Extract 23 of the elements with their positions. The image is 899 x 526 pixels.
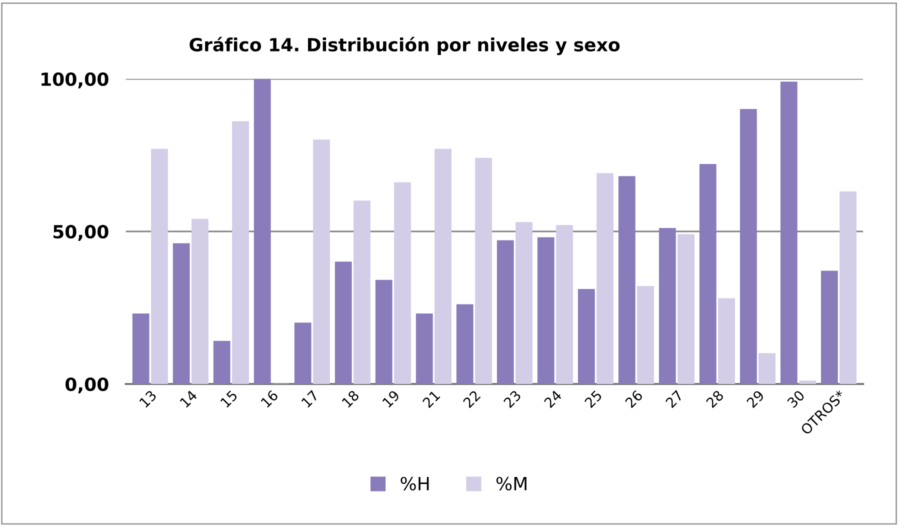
- legend-label: %H: [400, 476, 429, 490]
- x-tick-label: 18: [341, 390, 360, 408]
- x-tick-label: 17: [301, 390, 319, 408]
- x-tick-label: 14: [180, 390, 198, 408]
- x-tick-label: 21: [422, 390, 440, 408]
- x-tick-label: 13: [138, 390, 157, 408]
- x-tick-label: 27: [665, 390, 684, 408]
- x-tick-label: 19: [382, 390, 400, 408]
- y-tick-label: 100,00: [42, 72, 108, 88]
- x-tick-label: 30: [786, 390, 806, 408]
- x-tick-label: 22: [462, 390, 481, 408]
- x-tick-label: 24: [544, 390, 562, 408]
- x-tick-label: 29: [746, 390, 765, 408]
- y-tick-label: 0,00: [66, 377, 108, 394]
- y-tick-label: 50,00: [53, 224, 108, 241]
- x-tick-label: 26: [624, 390, 644, 408]
- x-tick-label: 16: [260, 390, 279, 408]
- x-tick-label: 25: [584, 390, 602, 408]
- x-tick-label: 15: [220, 390, 238, 408]
- legend-label: %M: [496, 476, 526, 490]
- x-tick-label: 28: [706, 390, 724, 408]
- x-tick-label: 23: [503, 390, 522, 408]
- chart-title: Gráfico 14. Distribución por niveles y sexo: [190, 36, 620, 56]
